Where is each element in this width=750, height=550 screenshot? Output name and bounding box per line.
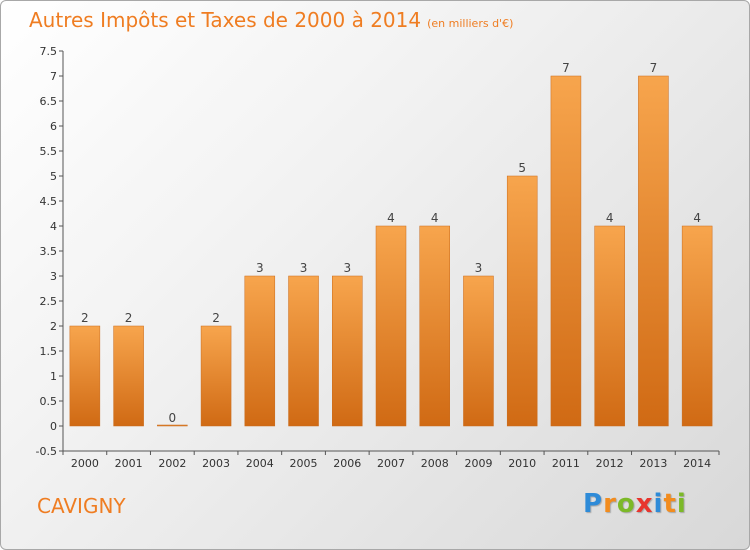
logo-letter: i	[653, 489, 664, 519]
x-tick-label: 2000	[71, 457, 99, 470]
chart-data-labels: 2 2 0 2 3 3 3 4 4 3 5 7 4 7 4	[81, 61, 701, 425]
bar-2013	[638, 75, 669, 427]
y-tick-label: 7.5	[40, 45, 58, 58]
y-tick-label: 1	[50, 370, 57, 383]
chart-x-tick-labels: 2000 2001 2002 2003 2004 2005 2006 2007 2008 2009…	[71, 457, 711, 470]
y-tick-label: 4.5	[40, 195, 58, 208]
bar-2009	[463, 275, 494, 427]
y-tick-label: 1.5	[40, 345, 58, 358]
bar-2002	[157, 424, 188, 427]
y-tick-label: -0.5	[36, 445, 57, 458]
chart-bars	[69, 75, 713, 427]
bar-value-label: 7	[562, 61, 570, 75]
bar-value-label: 2	[125, 311, 133, 325]
x-tick-label: 2009	[464, 457, 492, 470]
y-tick-label: 6	[50, 120, 57, 133]
x-tick-label: 2012	[596, 457, 624, 470]
bar-2010	[506, 175, 538, 427]
x-tick-label: 2001	[115, 457, 143, 470]
x-tick-label: 2005	[290, 457, 318, 470]
bar-2003	[200, 325, 232, 427]
bar-2007	[375, 225, 407, 427]
bar-value-label: 2	[212, 311, 220, 325]
bar-value-label: 7	[650, 61, 658, 75]
y-tick-label: 0	[50, 420, 57, 433]
chart-axes	[59, 50, 720, 455]
x-tick-label: 2003	[202, 457, 230, 470]
y-tick-label: 2	[50, 320, 57, 333]
y-tick-label: 3.5	[40, 245, 58, 258]
x-tick-label: 2010	[508, 457, 536, 470]
bar-value-label: 0	[169, 411, 177, 425]
bar-2014	[681, 225, 713, 427]
bar-value-label: 4	[431, 211, 439, 225]
bar-2001	[113, 325, 144, 427]
bar-2012	[594, 225, 625, 427]
bar-value-label: 3	[343, 261, 351, 275]
logo-letter: o	[616, 489, 636, 519]
logo-letter: t	[663, 489, 677, 519]
chart-y-tick-labels: -0.5 0 0.5 1 1.5 2 2.5 3 3.5 4 4.5 5 5.5 6 6.5 7 7.5	[36, 45, 57, 458]
x-tick-label: 2014	[683, 457, 711, 470]
logo-letter: r	[603, 489, 617, 519]
y-tick-label: 2.5	[40, 295, 58, 308]
location-name: CAVIGNY	[37, 494, 126, 518]
proxiti-logo: Proxiti	[583, 489, 687, 519]
x-tick-label: 2004	[246, 457, 274, 470]
x-tick-label: 2013	[639, 457, 667, 470]
bar-2000	[69, 325, 101, 427]
y-tick-label: 5.5	[40, 145, 58, 158]
bar-2005	[288, 275, 319, 427]
bar-value-label: 4	[693, 211, 701, 225]
bar-value-label: 2	[81, 311, 89, 325]
bar-2011	[550, 75, 582, 427]
bar-value-label: 4	[606, 211, 614, 225]
y-tick-label: 4	[50, 220, 57, 233]
chart-title: Autres Impôts et Taxes de 2000 à 2014 (en…	[29, 8, 513, 32]
x-tick-label: 2008	[421, 457, 449, 470]
bar-2006	[332, 275, 363, 427]
logo-letter: P	[583, 489, 604, 519]
x-tick-label: 2002	[158, 457, 186, 470]
y-tick-label: 6.5	[40, 95, 58, 108]
logo-letter: x	[635, 489, 654, 519]
y-tick-label: 3	[50, 270, 57, 283]
y-tick-label: 0.5	[40, 395, 58, 408]
x-tick-label: 2011	[552, 457, 580, 470]
bar-value-label: 3	[475, 261, 483, 275]
x-tick-label: 2006	[333, 457, 361, 470]
bar-value-label: 3	[256, 261, 264, 275]
y-tick-label: 7	[50, 70, 57, 83]
bar-value-label: 5	[518, 161, 526, 175]
logo-letter: i	[676, 489, 687, 519]
chart-title-text: Autres Impôts et Taxes de 2000 à 2014	[29, 8, 422, 32]
bar-value-label: 3	[300, 261, 308, 275]
bar-2008	[419, 225, 450, 427]
chart-unit: (en milliers d'€)	[427, 17, 514, 30]
x-tick-label: 2007	[377, 457, 405, 470]
bar-value-label: 4	[387, 211, 395, 225]
bar-2004	[244, 275, 276, 427]
y-tick-label: 5	[50, 170, 57, 183]
